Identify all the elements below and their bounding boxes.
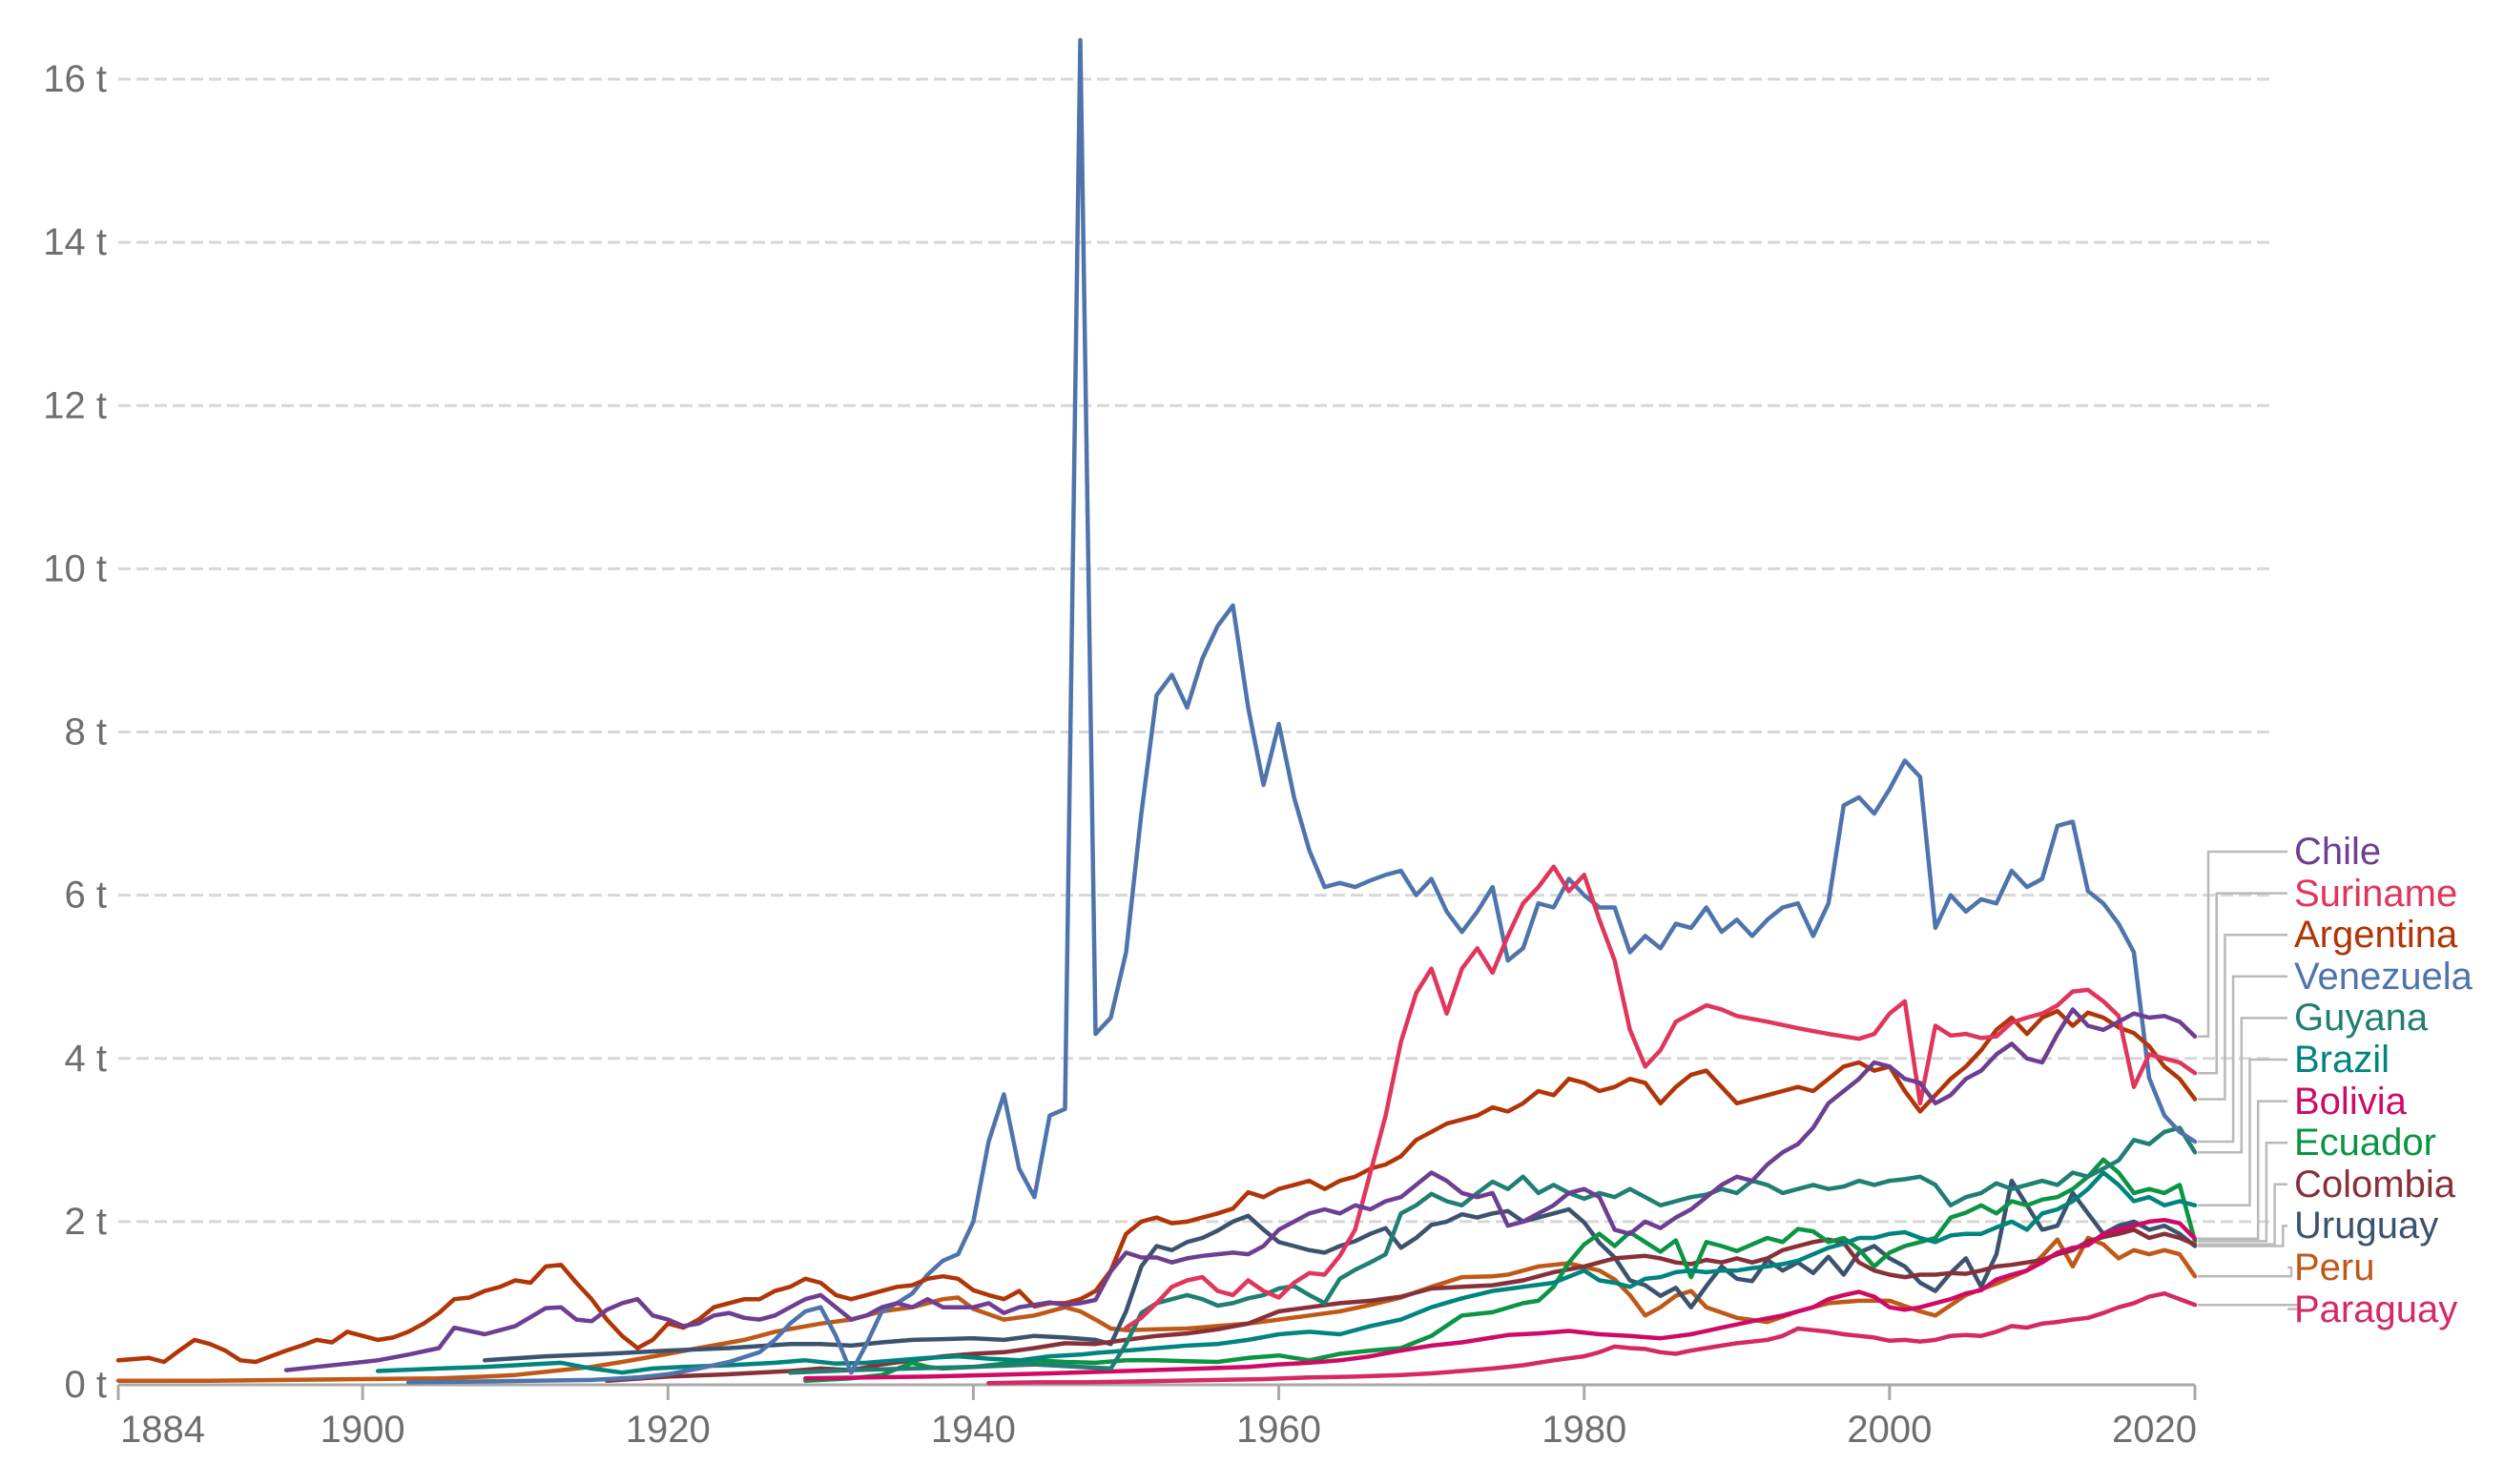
legend-item-brazil[interactable]: Brazil — [2294, 1039, 2390, 1081]
x-axis-tick-label: 1920 — [626, 1409, 711, 1451]
series-line-suriname[interactable] — [1124, 864, 2198, 1330]
x-axis-tick-label: 1884 — [120, 1409, 205, 1451]
legend-connector-paraguay — [2198, 1303, 2301, 1310]
legend-connector-brazil — [2198, 1058, 2287, 1207]
legend-item-guyana[interactable]: Guyana — [2294, 997, 2429, 1040]
legend-connector-argentina — [2198, 933, 2287, 1101]
y-axis-tick-label: 14 t — [43, 221, 107, 263]
series-line-guyana[interactable] — [788, 1125, 2198, 1375]
legend-item-chile[interactable]: Chile — [2294, 831, 2382, 873]
x-axis-tick-label: 1940 — [931, 1409, 1016, 1451]
legend-connector-colombia — [2198, 1183, 2287, 1247]
legend-item-colombia[interactable]: Colombia — [2294, 1163, 2455, 1206]
legend-connector-bolivia — [2198, 1100, 2287, 1241]
x-axis-tick-label: 1960 — [1236, 1409, 1321, 1451]
y-axis-tick-label: 12 t — [43, 384, 107, 426]
legend-connector-venezuela — [2198, 975, 2287, 1144]
legend-connector-uruguay — [2198, 1225, 2287, 1247]
legend-item-bolivia[interactable]: Bolivia — [2294, 1080, 2407, 1123]
series-line-ecuador[interactable] — [803, 1157, 2198, 1383]
legend-connector-chile — [2198, 850, 2287, 1038]
series-line-bolivia[interactable] — [803, 1217, 2198, 1381]
series-line-brazil[interactable] — [375, 1170, 2198, 1375]
legend-connector-peru — [2198, 1266, 2293, 1278]
legend-item-paraguay[interactable]: Paraguay — [2294, 1288, 2458, 1330]
legend-connector-suriname — [2198, 892, 2287, 1075]
series-line-argentina[interactable] — [115, 1008, 2198, 1365]
legend-connector-ecuador — [2198, 1141, 2287, 1243]
legend-item-venezuela[interactable]: Venezuela — [2294, 955, 2473, 998]
y-axis-tick-label: 4 t — [65, 1038, 107, 1080]
y-axis-tick-label: 2 t — [65, 1201, 107, 1243]
legend-item-ecuador[interactable]: Ecuador — [2294, 1122, 2436, 1165]
y-axis-tick-label: 6 t — [65, 875, 107, 917]
y-axis-tick-label: 10 t — [43, 547, 107, 589]
x-axis-tick-label: 1980 — [1542, 1409, 1626, 1451]
series-line-paraguay[interactable] — [986, 1290, 2198, 1386]
x-axis-tick-label: 1900 — [321, 1409, 405, 1451]
legend-connector-guyana — [2198, 1017, 2287, 1154]
x-axis-tick-label: 2000 — [1847, 1409, 1932, 1451]
y-axis-tick-label: 8 t — [65, 711, 107, 753]
series-line-chile[interactable] — [283, 1007, 2198, 1372]
x-axis-tick-label: 2020 — [2112, 1409, 2197, 1451]
y-axis-tick-label: 16 t — [43, 58, 107, 100]
legend-item-peru[interactable]: Peru — [2294, 1247, 2375, 1288]
y-axis-tick-label: 0 t — [65, 1364, 107, 1406]
legend-item-argentina[interactable]: Argentina — [2294, 914, 2458, 957]
legend-item-suriname[interactable]: Suriname — [2294, 872, 2458, 915]
legend-item-uruguay[interactable]: Uruguay — [2294, 1205, 2439, 1247]
